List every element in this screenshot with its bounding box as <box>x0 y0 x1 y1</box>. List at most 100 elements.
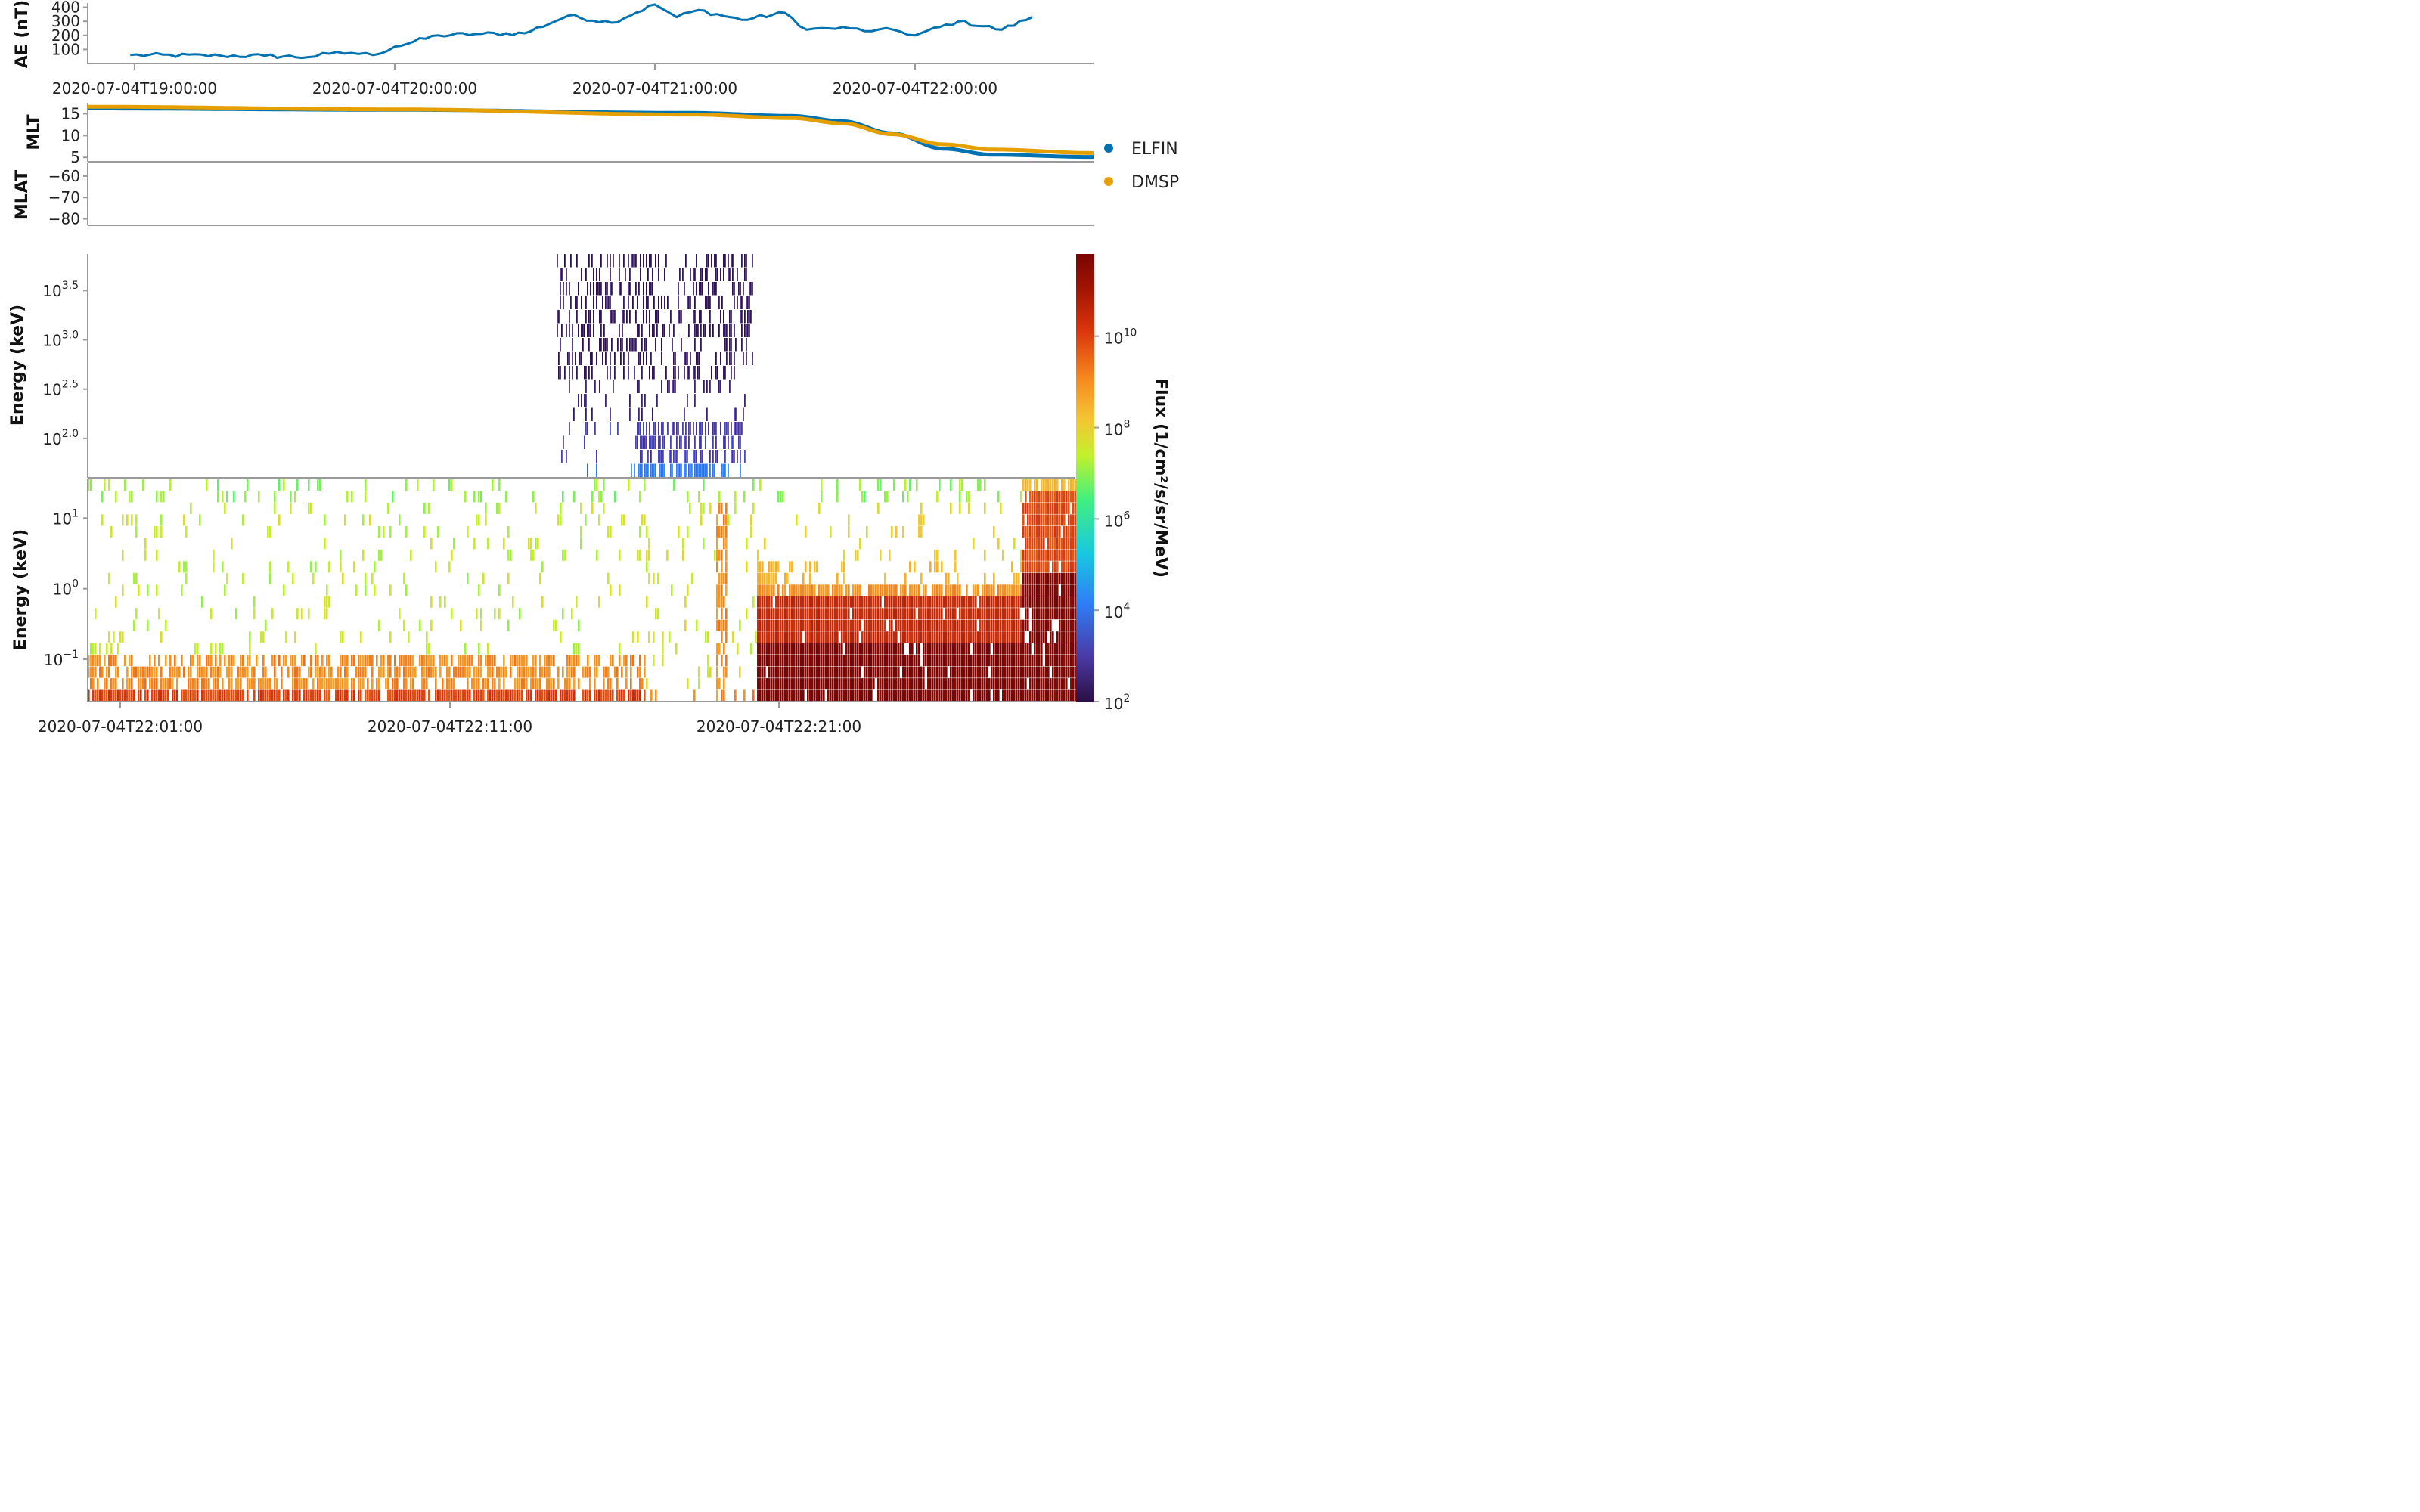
dmsp-flux-cell <box>762 608 764 620</box>
dmsp-flux-cell <box>1047 561 1050 573</box>
dmsp-flux-cell <box>880 584 882 596</box>
dmsp-flux-cell <box>464 491 467 503</box>
elfin-flux-cell <box>644 338 646 352</box>
dmsp-flux-cell <box>1045 631 1047 643</box>
dmsp-flux-cell <box>882 655 884 667</box>
dmsp-flux-cell <box>975 678 977 690</box>
dmsp-flux-cell <box>843 572 845 584</box>
dmsp-flux-cell <box>292 572 294 584</box>
dmsp-flux-cell <box>1050 643 1052 655</box>
elfin-ytick-label: 103.0 <box>42 329 79 349</box>
dmsp-flux-cell <box>1059 643 1061 655</box>
dmsp-flux-cell <box>757 584 759 596</box>
dmsp-flux-cell <box>1063 572 1066 584</box>
dmsp-flux-cell <box>392 678 394 690</box>
dmsp-flux-cell <box>378 666 380 678</box>
dmsp-flux-cell <box>997 491 1000 503</box>
dmsp-flux-cell <box>539 689 541 702</box>
elfin-flux-cell <box>729 268 731 281</box>
dmsp-flux-cell <box>176 689 178 702</box>
dmsp-flux-cell <box>884 689 886 702</box>
dmsp-flux-cell <box>113 678 115 690</box>
dmsp-flux-cell <box>752 689 755 702</box>
dmsp-flux-cell <box>893 666 895 678</box>
dmsp-flux-cell <box>1047 514 1050 526</box>
dmsp-flux-cell <box>1075 619 1077 631</box>
elfin-flux-cell <box>696 422 697 435</box>
dmsp-flux-cell <box>405 666 408 678</box>
dmsp-flux-cell <box>859 619 861 631</box>
dmsp-flux-cell <box>909 619 911 631</box>
dmsp-flux-cell <box>780 491 782 503</box>
dmsp-flux-cell <box>1025 666 1027 678</box>
elfin-flux-cell <box>669 324 670 337</box>
dmsp-flux-cell <box>637 631 639 643</box>
dmsp-flux-cell <box>199 514 201 526</box>
dmsp-flux-cell <box>403 572 405 584</box>
dmsp-flux-cell <box>786 666 789 678</box>
dmsp-flux-cell <box>911 655 914 667</box>
elfin-flux-cell <box>655 422 656 435</box>
dmsp-flux-cell <box>954 631 957 643</box>
dmsp-flux-cell <box>868 619 870 631</box>
dmsp-flux-cell <box>154 678 156 690</box>
dmsp-flux-cell <box>823 666 825 678</box>
elfin-flux-cell <box>581 296 582 309</box>
dmsp-flux-cell <box>780 596 782 608</box>
elfin-flux-cell <box>684 435 685 449</box>
dmsp-flux-cell <box>526 689 528 702</box>
elfin-flux-cell <box>643 254 644 268</box>
dmsp-flux-cell <box>571 689 573 702</box>
dmsp-flux-cell <box>968 643 970 655</box>
elfin-flux-cell <box>678 463 679 477</box>
dmsp-flux-cell <box>759 584 762 596</box>
dmsp-flux-cell <box>889 678 891 690</box>
elfin-flux-cell <box>637 380 638 393</box>
dmsp-flux-cell <box>782 643 784 655</box>
dmsp-flux-cell <box>115 655 117 667</box>
elfin-flux-cell <box>705 422 706 435</box>
dmsp-flux-cell <box>219 666 222 678</box>
dmsp-flux-cell <box>868 655 870 667</box>
elfin-flux-cell <box>694 450 696 463</box>
elfin-flux-cell <box>734 282 735 296</box>
dmsp-flux-cell <box>1038 596 1041 608</box>
elfin-flux-cell <box>588 338 590 352</box>
elfin-flux-cell <box>599 338 600 352</box>
dmsp-flux-cell <box>709 666 712 678</box>
dmsp-flux-cell <box>725 666 728 678</box>
dmsp-flux-cell <box>623 514 625 526</box>
dmsp-flux-cell <box>805 631 807 643</box>
dmsp-flux-cell <box>895 689 898 702</box>
dmsp-flux-cell <box>131 514 133 526</box>
dmsp-flux-cell <box>1013 643 1016 655</box>
dmsp-flux-cell <box>669 631 671 643</box>
dmsp-flux-cell <box>480 491 482 503</box>
dmsp-flux-cell <box>1072 584 1075 596</box>
dmsp-flux-cell <box>269 561 271 573</box>
dmsp-flux-cell <box>1032 655 1034 667</box>
dmsp-flux-cell <box>800 678 802 690</box>
elfin-flux-cell <box>653 463 655 477</box>
dmsp-flux-cell <box>108 655 110 667</box>
elfin-flux-cell <box>705 324 706 337</box>
dmsp-flux-cell <box>446 666 448 678</box>
elfin-flux-cell <box>715 254 717 268</box>
dmsp-flux-cell <box>882 643 884 655</box>
dmsp-flux-cell <box>780 666 782 678</box>
dmsp-flux-cell <box>1059 608 1061 620</box>
dmsp-flux-cell <box>805 655 807 667</box>
dmsp-flux-cell <box>1027 608 1029 620</box>
dmsp-flux-cell <box>274 689 276 702</box>
dmsp-flux-cell <box>782 655 784 667</box>
dmsp-flux-cell <box>880 643 882 655</box>
dmsp-flux-cell <box>306 678 308 690</box>
dmsp-flux-cell <box>548 655 551 667</box>
dmsp-flux-cell <box>1041 479 1043 491</box>
dmsp-flux-cell <box>809 666 811 678</box>
dmsp-flux-cell <box>868 608 870 620</box>
elfin-flux-cell <box>738 282 740 296</box>
dmsp-flux-cell <box>424 502 426 514</box>
dmsp-flux-cell <box>880 549 882 561</box>
dmsp-flux-cell <box>523 666 526 678</box>
